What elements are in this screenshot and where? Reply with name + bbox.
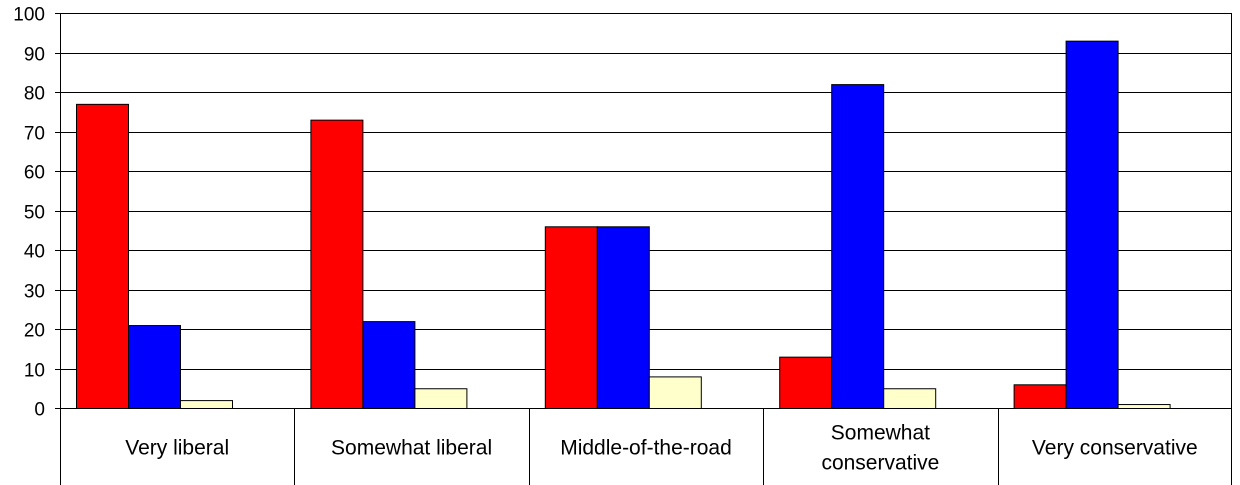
category-label: Very conservative (1032, 437, 1198, 460)
bar-series-2-2 (596, 226, 650, 409)
bar-series-1-1 (310, 119, 364, 410)
bar-series-1-3 (779, 356, 833, 409)
bar-series-2-3 (831, 84, 885, 409)
bar-series-3-4 (1117, 404, 1171, 409)
category-label: Middle-of-the-road (560, 437, 732, 460)
category-label: Somewhat (831, 422, 930, 445)
bar-series-2-0 (128, 325, 181, 409)
bar-series-1-4 (1013, 384, 1067, 409)
category-label: Very liberal (125, 437, 229, 460)
bar-series-1-0 (76, 103, 129, 409)
y-tick-label: 60 (24, 163, 45, 184)
y-tick-label: 0 (34, 400, 45, 421)
bar-series-3-2 (648, 376, 702, 409)
y-tick-label: 100 (13, 5, 45, 26)
bars (76, 40, 1171, 410)
y-axis-tick-labels: 0 10 20 30 40 50 60 70 80 90 100 (13, 5, 45, 421)
y-tick-label: 30 (24, 282, 45, 303)
y-tick-label: 70 (24, 124, 45, 145)
bar-series-2-4 (1065, 40, 1119, 410)
y-tick-label: 80 (24, 84, 45, 105)
y-tick-label: 10 (24, 361, 45, 382)
category-table: Very liberal Somewhat liberal Middle-of-th… (125, 408, 1198, 485)
bar-series-3-1 (414, 388, 468, 409)
category-label: conservative (821, 452, 939, 475)
y-tick-label: 50 (24, 203, 45, 224)
bar-series-2-1 (362, 321, 416, 410)
bar-series-1-2 (544, 226, 598, 409)
axes (55, 13, 1232, 485)
y-tick-label: 40 (24, 242, 45, 263)
y-tick-label: 20 (24, 321, 45, 342)
category-label: Somewhat liberal (331, 437, 492, 460)
bar-series-3-3 (883, 388, 937, 409)
y-tick-label: 90 (24, 45, 45, 66)
bar-series-3-0 (180, 400, 233, 410)
